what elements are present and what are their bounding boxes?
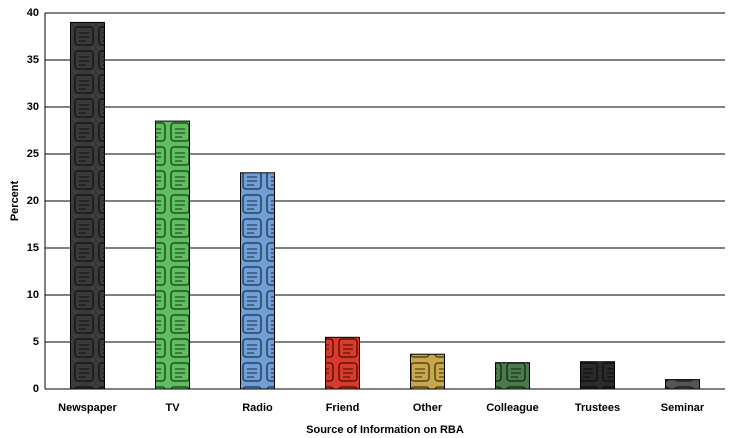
x-tick-label: Friend xyxy=(326,402,360,414)
y-tick-label: 10 xyxy=(27,289,39,301)
y-tick-label: 35 xyxy=(27,54,39,66)
x-tick-label: Colleague xyxy=(486,402,539,414)
y-axis-title: Percent xyxy=(9,180,21,221)
bar-icon-overlay xyxy=(580,361,615,389)
x-tick-label: Seminar xyxy=(661,402,705,414)
x-tick-label: Trustees xyxy=(575,402,620,414)
bar-icon-overlay xyxy=(70,22,105,390)
bar-icon-overlay xyxy=(325,337,360,389)
x-tick-label: Newspaper xyxy=(58,402,117,414)
x-tick-label: TV xyxy=(165,402,180,414)
bar-icon-overlay xyxy=(495,362,530,389)
bar-icon-overlay xyxy=(410,354,445,389)
bar-icon-overlay xyxy=(665,379,700,389)
y-tick-label: 20 xyxy=(27,195,39,207)
y-tick-label: 40 xyxy=(27,7,39,19)
y-tick-label: 25 xyxy=(27,148,39,160)
y-tick-label: 0 xyxy=(33,383,39,395)
x-axis-title: Source of Information on RBA xyxy=(306,424,464,436)
y-tick-label: 5 xyxy=(33,336,39,348)
bar-icon-overlay xyxy=(240,172,275,389)
y-tick-label: 30 xyxy=(27,101,39,113)
x-tick-label: Other xyxy=(413,402,443,414)
bar-icon-overlay xyxy=(155,121,190,389)
x-tick-label: Radio xyxy=(242,402,273,414)
y-tick-label: 15 xyxy=(27,242,39,254)
